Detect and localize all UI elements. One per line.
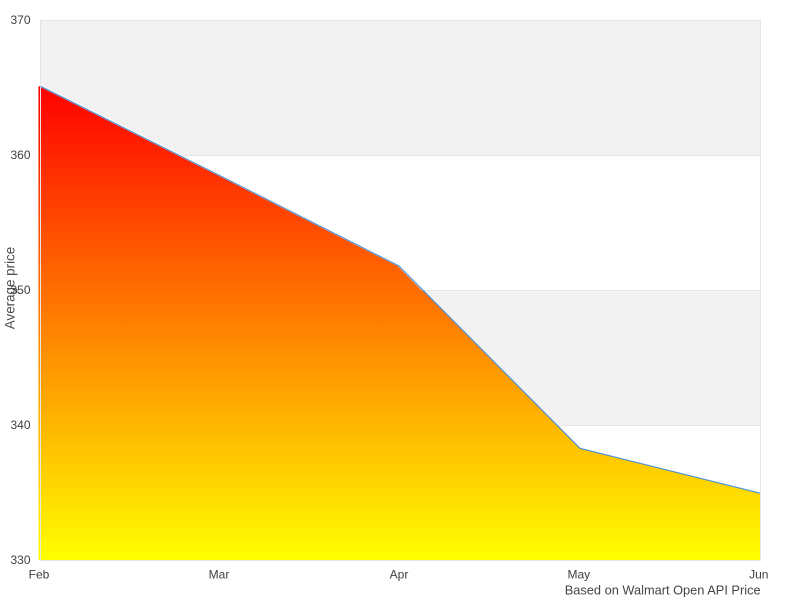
- svg-text:Apr: Apr: [390, 568, 409, 582]
- svg-text:Mar: Mar: [209, 568, 230, 582]
- svg-text:330: 330: [10, 553, 30, 567]
- svg-text:May: May: [567, 568, 590, 582]
- svg-text:340: 340: [10, 418, 30, 432]
- svg-text:Based on Walmart Open API Pric: Based on Walmart Open API Price: [565, 583, 761, 598]
- svg-text:370: 370: [10, 13, 30, 27]
- svg-text:350: 350: [10, 283, 30, 297]
- svg-text:Jun: Jun: [749, 568, 768, 582]
- svg-text:360: 360: [10, 148, 30, 162]
- svg-text:Feb: Feb: [29, 568, 50, 582]
- svg-text:Average price: Average price: [3, 247, 18, 329]
